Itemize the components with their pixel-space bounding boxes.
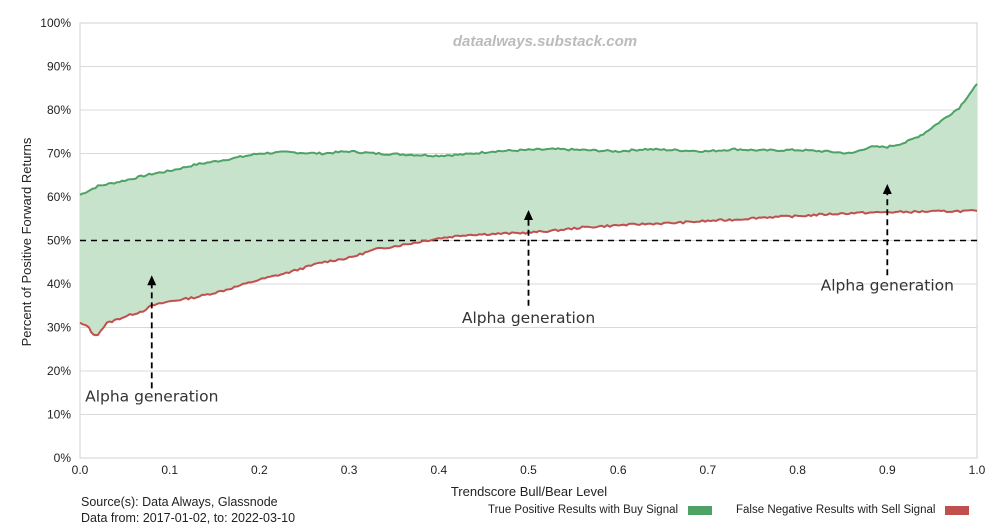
arrow-head bbox=[147, 275, 157, 286]
y-tick-label: 100% bbox=[40, 16, 71, 30]
source-note: Source(s): Data Always, Glassnode Data f… bbox=[81, 494, 295, 526]
y-tick-label: 40% bbox=[47, 277, 71, 291]
x-tick-label: 0.9 bbox=[879, 463, 896, 477]
arrow-head bbox=[524, 210, 533, 221]
y-tick-label: 60% bbox=[47, 190, 71, 204]
annotation-label: Alpha generation bbox=[462, 309, 595, 327]
legend-swatch-buy bbox=[688, 505, 713, 515]
y-tick-label: 0% bbox=[54, 451, 72, 465]
y-tick-label: 50% bbox=[47, 234, 71, 248]
annotation-label: Alpha generation bbox=[821, 277, 954, 295]
arrow-head bbox=[882, 183, 892, 194]
x-tick-label: 0.4 bbox=[430, 463, 447, 477]
date-range-text: Data from: 2017-01-02, to: 2022-03-10 bbox=[81, 511, 296, 525]
x-axis-title: Trendscore Bull/Bear Level bbox=[451, 484, 607, 499]
source-text: Source(s): Data Always, Glassnode bbox=[81, 495, 278, 509]
x-tick-label: 0.7 bbox=[700, 463, 717, 477]
y-tick-label: 80% bbox=[47, 103, 71, 117]
watermark: dataalways.substack.com bbox=[453, 33, 637, 50]
y-tick-label: 10% bbox=[47, 408, 71, 422]
annotation-label: Alpha generation bbox=[85, 387, 218, 405]
legend-label-sell: False Negative Results with Sell Signal bbox=[736, 504, 936, 516]
buy-signal-line bbox=[79, 83, 978, 196]
x-tick-label: 0.0 bbox=[72, 463, 89, 477]
x-tick-label: 0.5 bbox=[520, 463, 537, 477]
x-tick-label: 0.3 bbox=[341, 463, 358, 477]
y-tick-label: 90% bbox=[47, 60, 71, 74]
annotations: Alpha generation Alpha generation Alpha ge… bbox=[85, 183, 954, 405]
legend-swatch-sell bbox=[945, 505, 970, 515]
y-tick-label: 30% bbox=[47, 321, 71, 335]
y-axis-ticks: 0% 10% 20% 30% 40% 50% 60% 70% 80% 90% 100% bbox=[40, 16, 71, 465]
legend-item-sell: False Negative Results with Sell Signal bbox=[736, 504, 970, 516]
legend-item-buy: True Positive Results with Buy Signal bbox=[488, 504, 713, 516]
sell-signal-line bbox=[79, 208, 978, 337]
x-tick-label: 0.2 bbox=[251, 463, 268, 477]
alpha-fill-area bbox=[80, 83, 977, 336]
y-tick-label: 20% bbox=[47, 364, 71, 378]
x-tick-label: 0.1 bbox=[161, 463, 178, 477]
legend-label-buy: True Positive Results with Buy Signal bbox=[488, 504, 679, 516]
x-tick-label: 1.0 bbox=[969, 463, 986, 477]
x-tick-label: 0.6 bbox=[610, 463, 627, 477]
y-tick-label: 70% bbox=[47, 147, 71, 161]
x-axis-ticks: 0.0 0.1 0.2 0.3 0.4 0.5 0.6 0.7 0.8 0.9 1.0 bbox=[72, 463, 986, 477]
y-axis-title: Percent of Positive Forward Returns bbox=[19, 137, 34, 346]
x-tick-label: 0.8 bbox=[789, 463, 806, 477]
